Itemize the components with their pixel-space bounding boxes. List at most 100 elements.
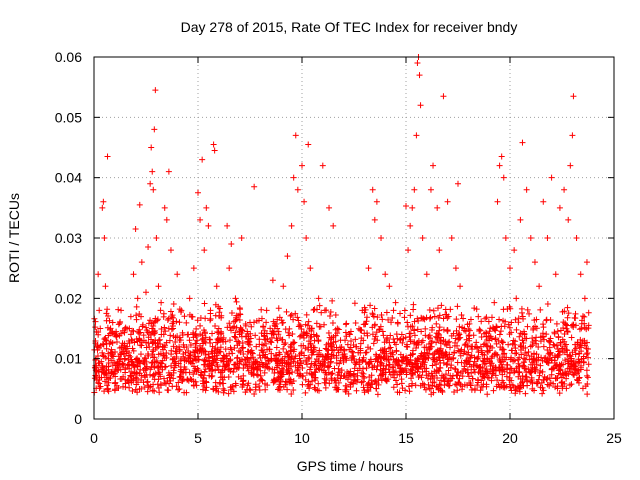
data-point (512, 316, 519, 323)
data-point (563, 341, 570, 348)
data-point (379, 328, 386, 335)
data-point (478, 334, 485, 341)
data-point (499, 364, 506, 371)
data-point (167, 247, 174, 254)
data-point (303, 332, 310, 339)
data-point (212, 367, 219, 374)
data-point (260, 323, 267, 330)
data-point (539, 390, 546, 397)
data-point (225, 366, 232, 373)
data-point (506, 381, 513, 388)
data-point (440, 93, 447, 100)
data-point (308, 333, 315, 340)
data-point (364, 332, 371, 339)
data-point (373, 385, 380, 392)
data-point (343, 320, 350, 327)
data-point (268, 330, 275, 337)
data-point (492, 364, 499, 371)
data-point (96, 307, 103, 314)
data-point (122, 324, 129, 331)
data-point (492, 350, 499, 357)
data-point (489, 371, 496, 378)
data-point (523, 352, 530, 359)
data-point (290, 316, 297, 323)
data-point (352, 361, 359, 368)
data-point (585, 361, 592, 368)
data-point (351, 365, 358, 372)
data-point (338, 367, 345, 374)
data-point (454, 303, 461, 310)
data-point (240, 344, 247, 351)
data-point (92, 356, 99, 363)
data-point (214, 339, 221, 346)
data-point (566, 382, 573, 389)
data-point (372, 333, 379, 340)
data-point (390, 363, 397, 370)
data-point (546, 338, 553, 345)
data-point (113, 382, 120, 389)
data-point (318, 309, 325, 316)
data-point (418, 328, 425, 335)
data-point (349, 349, 356, 356)
data-point (433, 330, 440, 337)
data-point (155, 283, 162, 290)
data-point (354, 367, 361, 374)
data-point (181, 389, 188, 396)
data-point (577, 271, 584, 278)
data-point (126, 340, 133, 347)
data-point (393, 348, 400, 355)
data-point (133, 303, 140, 310)
data-point (477, 387, 484, 394)
data-point (144, 378, 151, 385)
data-point (461, 348, 468, 355)
data-point (443, 342, 450, 349)
data-point (490, 367, 497, 374)
data-point (348, 348, 355, 355)
data-point (352, 377, 359, 384)
data-point (473, 339, 480, 346)
data-point (496, 316, 503, 323)
data-point (289, 380, 296, 387)
data-point (223, 362, 230, 369)
data-point (443, 371, 450, 378)
data-point (209, 366, 216, 373)
data-point (335, 349, 342, 356)
data-point (576, 350, 583, 357)
data-point (553, 320, 560, 327)
data-point (451, 365, 458, 372)
data-point (473, 362, 480, 369)
data-point (540, 376, 547, 383)
data-point (437, 377, 444, 384)
data-point (176, 385, 183, 392)
data-point (288, 390, 295, 397)
data-point (244, 348, 251, 355)
data-point (424, 375, 431, 382)
data-point (433, 370, 440, 377)
data-point (325, 369, 332, 376)
data-point (394, 319, 401, 326)
data-point (247, 387, 254, 394)
data-point (417, 102, 424, 109)
data-point (540, 198, 547, 205)
data-point (367, 384, 374, 391)
data-point (210, 357, 217, 364)
data-point (294, 186, 301, 193)
data-point (461, 325, 468, 332)
data-point (104, 385, 111, 392)
data-point (220, 389, 227, 396)
data-point (327, 309, 334, 316)
data-point (111, 386, 118, 393)
data-point (550, 380, 557, 387)
data-point (516, 354, 523, 361)
data-point (263, 319, 270, 326)
data-point (263, 307, 270, 314)
data-point (433, 339, 440, 346)
data-point (228, 346, 235, 353)
data-point (99, 341, 106, 348)
data-point (315, 295, 322, 302)
data-point (355, 349, 362, 356)
data-point (190, 363, 197, 370)
data-point (107, 349, 114, 356)
data-point (562, 357, 569, 364)
data-point (513, 326, 520, 333)
